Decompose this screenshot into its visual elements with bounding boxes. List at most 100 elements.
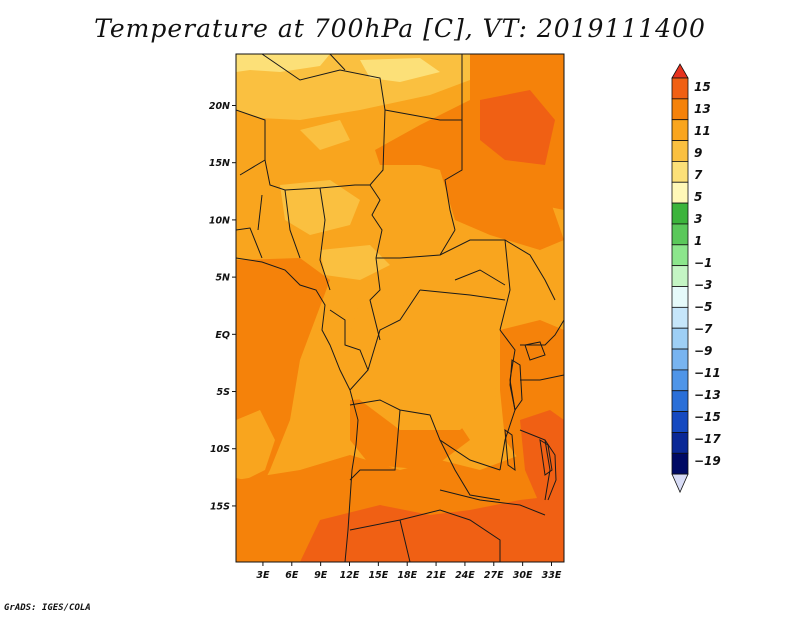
- colorbar-box: [671, 181, 689, 204]
- border-line: [439, 489, 546, 516]
- lon-tick-label: 18E: [397, 570, 417, 581]
- temp-region: [280, 180, 360, 235]
- longitude-axis: 3E 6E 9E 12E 15E 18E 21E 24E 27E 30E 33E: [256, 562, 562, 581]
- colorbar-label: 13: [694, 102, 711, 116]
- border-line: [439, 239, 556, 301]
- colorbar-label: 15: [694, 80, 711, 94]
- colorbar-box: [671, 327, 689, 350]
- colorbar-label: 3: [694, 212, 702, 226]
- border-line: [419, 289, 506, 301]
- border-line: [454, 269, 506, 286]
- colorbar-box: [671, 160, 689, 183]
- colorbar-label: 9: [694, 146, 702, 160]
- lake-outline: [504, 428, 516, 472]
- border-line: [376, 229, 456, 259]
- lon-tick-label: 24E: [455, 570, 475, 581]
- colorbar-box: [671, 306, 689, 329]
- lake-outline: [539, 439, 553, 476]
- colorbar-box: [671, 77, 689, 100]
- temp-region: [236, 54, 330, 72]
- lon-tick-label: 6E: [285, 570, 299, 581]
- country-borders: [236, 54, 564, 562]
- border-line: [264, 159, 370, 191]
- temp-region: [360, 58, 440, 82]
- colorbar-box: [671, 286, 689, 308]
- lat-tick-label: EQ: [215, 330, 230, 341]
- colorbar-bottom-arrow: [671, 473, 689, 494]
- colorbar-box: [671, 369, 689, 392]
- border-line: [236, 109, 266, 176]
- border-line: [236, 227, 263, 259]
- border-line: [349, 409, 401, 481]
- temp-region: [300, 120, 350, 150]
- border-line: [284, 189, 301, 259]
- colorbar-box: [671, 223, 689, 246]
- colorbar-label: −19: [694, 454, 721, 468]
- colorbar-box: [671, 452, 689, 475]
- latitude-axis: 20N 15N 10N 5N EQ 5S 10S 15S: [209, 101, 236, 512]
- colorbar-label: −1: [694, 256, 712, 270]
- colorbar-label: −7: [694, 322, 713, 336]
- lake-outline: [509, 359, 523, 412]
- lon-tick-label: 30E: [513, 570, 533, 581]
- border-line: [399, 519, 411, 562]
- border-line: [520, 374, 564, 381]
- border-line: [329, 309, 369, 391]
- lon-tick-label: 3E: [256, 570, 270, 581]
- colorbar-label: 5: [694, 190, 702, 204]
- temp-region: [440, 170, 564, 250]
- colorbar-box: [671, 411, 689, 433]
- border-line: [367, 289, 421, 371]
- temp-region: [345, 290, 500, 430]
- lon-tick-label: 9E: [314, 570, 328, 581]
- border-line: [257, 194, 263, 231]
- colorbar-label: −11: [694, 366, 721, 380]
- lat-tick-label: 10N: [209, 215, 230, 226]
- colorbar-top-arrow: [671, 63, 689, 79]
- lon-tick-label: 12E: [340, 570, 360, 581]
- lat-tick-label: 5N: [215, 273, 230, 284]
- chart-title: Temperature at 700hPa [C], VT: 201911140…: [94, 14, 706, 43]
- border-line: [349, 509, 501, 562]
- colorbar-label: 11: [694, 124, 711, 138]
- border-line: [369, 184, 383, 259]
- colorbar-label: 7: [694, 168, 703, 182]
- lon-tick-label: 33E: [542, 570, 562, 581]
- temp-region: [320, 245, 390, 280]
- colorbar-box: [671, 265, 689, 287]
- border-line: [384, 54, 463, 121]
- colorbar-label: −5: [694, 300, 712, 314]
- temperature-field: [236, 54, 564, 562]
- border-line: [236, 257, 359, 562]
- colorbar-box: [671, 432, 689, 454]
- lon-tick-label: 15E: [368, 570, 388, 581]
- border-line: [499, 239, 511, 331]
- border-line: [349, 399, 501, 471]
- border-line: [329, 54, 346, 71]
- colorbar-box: [671, 140, 689, 162]
- colorbar-box: [671, 390, 689, 413]
- border-line: [369, 257, 381, 341]
- colorbar-box: [671, 119, 689, 141]
- colorbar: 15 13 11 9 7 5 3 1 −1 −3 −5 −7 −9 −11 −13 −15 −17 −19: [671, 63, 721, 494]
- colorbar-label: −9: [694, 344, 712, 358]
- lat-tick-label: 10S: [210, 444, 230, 455]
- grads-credit: GrADS: IGES/COLA: [4, 603, 91, 613]
- colorbar-label: −13: [694, 388, 721, 402]
- colorbar-label: −15: [694, 410, 721, 424]
- lon-tick-label: 27E: [484, 570, 504, 581]
- lake-outline: [524, 341, 546, 361]
- border-line: [444, 120, 463, 231]
- temp-region: [480, 90, 555, 165]
- border-line: [439, 439, 501, 501]
- colorbar-box: [671, 202, 689, 225]
- border-line: [520, 319, 564, 346]
- border-line: [544, 439, 557, 501]
- colorbar-box: [671, 244, 689, 267]
- lat-tick-label: 20N: [209, 101, 230, 112]
- border-line: [261, 54, 386, 186]
- temp-region: [236, 410, 275, 480]
- colorbar-label: −17: [694, 432, 721, 446]
- lat-tick-label: 15N: [209, 158, 230, 169]
